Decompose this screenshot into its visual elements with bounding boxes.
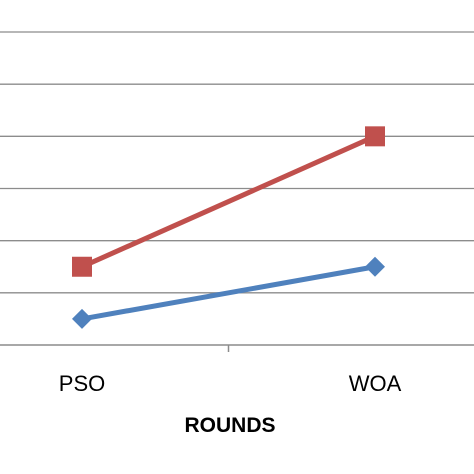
data-point-marker — [365, 126, 385, 147]
x-axis — [0, 344, 474, 352]
gridlines — [0, 31, 474, 294]
tick-labels: PSO WOA — [59, 371, 402, 396]
data-point-marker — [72, 256, 92, 277]
x-tick-label: PSO — [59, 371, 105, 396]
series-line — [81, 264, 376, 322]
series-line — [80, 134, 377, 270]
series-group — [72, 126, 385, 329]
data-point-marker — [365, 256, 385, 277]
x-axis-title: ROUNDS — [184, 414, 275, 437]
x-tick-label: WOA — [349, 371, 402, 396]
data-point-marker — [72, 308, 92, 329]
